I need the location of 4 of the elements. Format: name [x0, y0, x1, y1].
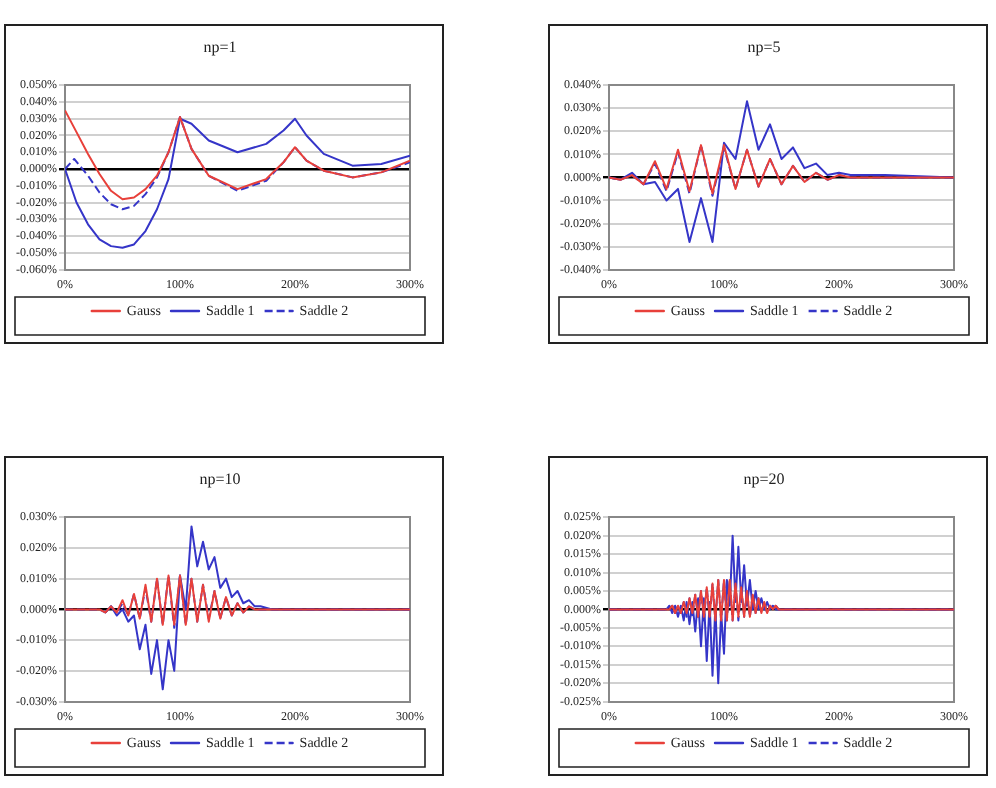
chart-title: np=20 — [743, 469, 785, 488]
chart-title: np=10 — [199, 469, 241, 488]
chart-title: np=5 — [747, 37, 781, 56]
chart-title: np=1 — [203, 37, 237, 56]
